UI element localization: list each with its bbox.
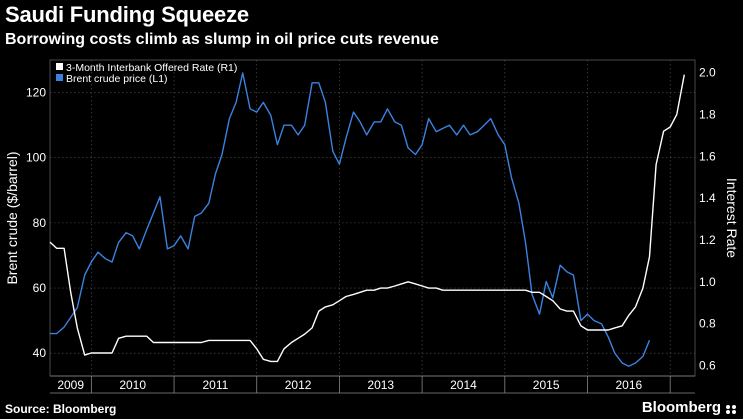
legend-label-rate: 3-Month Interbank Offered Rate (R1): [66, 62, 237, 74]
chart-subtitle: Borrowing costs climb as slump in oil pr…: [5, 31, 439, 48]
x-tick-label: 2014: [450, 378, 477, 392]
left-axis: 40 60 80 100 120: [26, 86, 46, 361]
y-tick-label-left: 100: [26, 151, 46, 165]
legend-swatch-rate: [56, 63, 63, 70]
y-tick-label-right: 2.0: [699, 66, 716, 80]
series-line-interbank-rate: [49, 74, 685, 363]
y-tick-label-right: 1.2: [699, 233, 716, 247]
plot-frame: [49, 59, 696, 377]
y-tick-label-right: 0.8: [699, 317, 716, 331]
brand-logo: Bloomberg: [641, 399, 721, 416]
series-line-brent-crude: [50, 72, 651, 367]
legend: 3-Month Interbank Offered Rate (R1) Bren…: [56, 62, 237, 85]
y-tick-label-right: 1.8: [699, 107, 716, 121]
x-tick-label: 2010: [119, 378, 146, 392]
left-axis-label: Brent crude ($/barrel): [4, 151, 20, 284]
brand-dots-icon: [726, 405, 736, 414]
y-tick-label-left: 60: [33, 281, 47, 295]
x-tick-label: 2009: [57, 378, 84, 392]
x-tick-label: 2013: [367, 378, 394, 392]
y-tick-label-left: 40: [33, 346, 47, 360]
legend-swatch-brent: [56, 74, 63, 81]
gridlines: [50, 60, 695, 376]
x-tick-label: 2015: [533, 378, 560, 392]
series-layer: [49, 72, 685, 367]
right-axis-label: Interest Rate: [724, 178, 740, 258]
x-tick-label: 2011: [202, 378, 228, 392]
y-tick-label-left: 120: [26, 86, 46, 100]
x-tick-label: 2016: [615, 378, 642, 392]
y-tick-label-left: 80: [33, 216, 47, 230]
y-tick-label-right: 1.6: [699, 149, 716, 163]
source-note: Source: Bloomberg: [5, 402, 117, 416]
chart-title: Saudi Funding Squeeze: [5, 2, 249, 27]
y-tick-label-right: 1.0: [699, 275, 716, 289]
y-tick-label-right: 1.4: [699, 191, 716, 205]
right-axis: 0.6 0.8 1.0 1.2 1.4 1.6 1.8 2.0: [699, 66, 716, 373]
x-axis: 2009 2010 2011 2012 2013 2014 2015 2016: [57, 376, 671, 393]
legend-label-brent: Brent crude price (L1): [66, 73, 168, 85]
y-tick-label-right: 0.6: [699, 359, 716, 373]
x-tick-label: 2012: [285, 378, 312, 392]
